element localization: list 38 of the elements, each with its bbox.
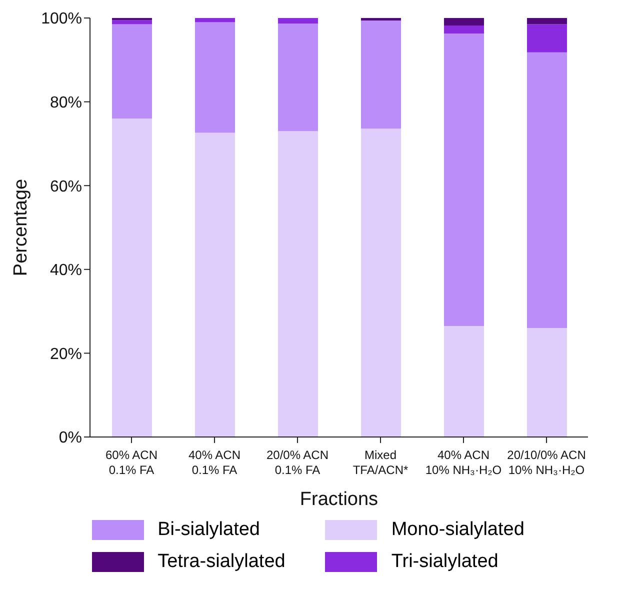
bar <box>361 18 401 21</box>
bar <box>444 34 484 326</box>
bar <box>112 118 152 437</box>
bar <box>527 52 567 328</box>
bar <box>444 326 484 437</box>
bar <box>444 26 484 34</box>
x-tick-label: 40% ACN 10% NH₃·H₂O <box>425 448 502 477</box>
y-axis-title: Percentage <box>10 178 32 276</box>
bar <box>361 128 401 437</box>
x-tick-label: 40% ACN 0.1% FA <box>188 448 241 477</box>
bar <box>112 20 152 24</box>
x-tick-label: 20/0% ACN 0.1% FA <box>266 448 329 477</box>
legend-label: Tetra-sialylated <box>158 551 286 573</box>
x-tick-label: Mixed TFA/ACN* <box>352 448 408 477</box>
bar <box>361 20 401 129</box>
legend-label: Tri-sialylated <box>391 551 498 573</box>
x-tick-label: 20/10/0% ACN 10% NH₃·H₂O <box>507 448 586 477</box>
bar <box>195 132 235 437</box>
x-tick-label: 60% ACN 0.1% FA <box>105 448 158 477</box>
bar <box>278 131 318 437</box>
y-tick-label: 0% <box>58 430 82 447</box>
y-tick-label: 60% <box>50 178 82 196</box>
legend-label: Mono-sialylated <box>391 519 524 541</box>
legend-label: Bi-sialylated <box>158 519 260 541</box>
bar <box>278 18 318 24</box>
bar <box>527 24 567 52</box>
y-tick-label: 80% <box>50 94 82 112</box>
bar <box>527 18 567 24</box>
y-tick-label: 100% <box>41 10 82 28</box>
y-tick-label: 40% <box>50 262 82 280</box>
bar <box>444 18 484 26</box>
y-tick-label: 20% <box>50 346 82 363</box>
bar <box>195 18 235 22</box>
bar <box>195 22 235 133</box>
bar <box>112 24 152 119</box>
bar <box>278 23 318 132</box>
bar <box>527 328 567 437</box>
x-axis-title: Fractions <box>300 489 378 510</box>
